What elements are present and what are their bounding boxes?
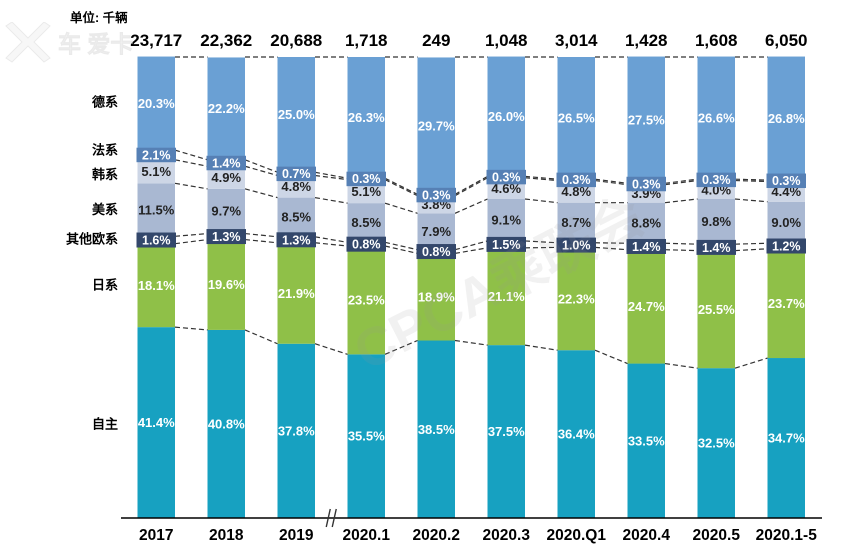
- svg-text:1,718: 1,718: [345, 31, 388, 50]
- svg-text:20.3%: 20.3%: [138, 96, 175, 111]
- svg-text:37.8%: 37.8%: [278, 423, 315, 438]
- svg-text:33.5%: 33.5%: [628, 433, 665, 448]
- svg-text:5.1%: 5.1%: [141, 164, 171, 179]
- svg-text:22.2%: 22.2%: [208, 101, 245, 116]
- svg-text:1.4%: 1.4%: [212, 156, 241, 170]
- svg-text:25.0%: 25.0%: [278, 107, 315, 122]
- svg-text:23.7%: 23.7%: [768, 296, 805, 311]
- svg-text:36.4%: 36.4%: [558, 427, 595, 442]
- svg-text:2020.2: 2020.2: [413, 527, 460, 544]
- svg-text:2020.1-5: 2020.1-5: [756, 527, 818, 544]
- svg-text:0.3%: 0.3%: [772, 174, 801, 188]
- svg-text:0.3%: 0.3%: [422, 188, 451, 202]
- svg-text:9.0%: 9.0%: [771, 215, 801, 230]
- svg-text:7.9%: 7.9%: [421, 224, 451, 239]
- svg-text:德系: 德系: [92, 95, 118, 110]
- svg-text:2020.4: 2020.4: [623, 527, 671, 544]
- svg-text:0.8%: 0.8%: [352, 238, 381, 252]
- svg-text:2020.5: 2020.5: [693, 527, 741, 544]
- svg-text:9.7%: 9.7%: [211, 204, 241, 219]
- svg-text:19.6%: 19.6%: [208, 277, 245, 292]
- svg-text:26.8%: 26.8%: [768, 111, 805, 126]
- svg-text:法系: 法系: [92, 143, 118, 158]
- svg-text:32.5%: 32.5%: [698, 436, 735, 451]
- svg-text:23.5%: 23.5%: [348, 293, 385, 308]
- svg-text:1,428: 1,428: [625, 31, 668, 50]
- svg-text:4.8%: 4.8%: [281, 179, 311, 194]
- svg-text:1.3%: 1.3%: [212, 230, 241, 244]
- svg-text:自主: 自主: [92, 416, 118, 431]
- svg-text:22,362: 22,362: [200, 31, 252, 50]
- svg-text:6,050: 6,050: [765, 31, 808, 50]
- svg-text:35.5%: 35.5%: [348, 429, 385, 444]
- svg-text:2020.1: 2020.1: [343, 527, 391, 544]
- svg-text:9.8%: 9.8%: [701, 214, 731, 229]
- svg-text:24.7%: 24.7%: [628, 299, 665, 314]
- svg-text:日系: 日系: [92, 277, 118, 292]
- svg-text:1.6%: 1.6%: [142, 234, 171, 248]
- svg-text:美系: 美系: [92, 202, 118, 217]
- svg-text:2018: 2018: [209, 527, 244, 544]
- svg-text:0.7%: 0.7%: [282, 167, 311, 181]
- svg-text:20,688: 20,688: [270, 31, 322, 50]
- svg-text:1.3%: 1.3%: [282, 233, 311, 247]
- svg-text:21.9%: 21.9%: [278, 286, 315, 301]
- svg-text:韩系: 韩系: [92, 167, 118, 182]
- svg-text:2020.Q1: 2020.Q1: [547, 527, 607, 544]
- svg-text:9.1%: 9.1%: [491, 212, 521, 227]
- svg-text:26.0%: 26.0%: [488, 109, 525, 124]
- svg-text:27.5%: 27.5%: [628, 112, 665, 127]
- svg-text:8.5%: 8.5%: [281, 210, 311, 225]
- svg-text:1.4%: 1.4%: [702, 241, 731, 255]
- svg-text:0.3%: 0.3%: [562, 173, 591, 187]
- svg-text:26.3%: 26.3%: [348, 110, 385, 125]
- svg-text:0.3%: 0.3%: [632, 177, 661, 191]
- svg-text:其他欧系: 其他欧系: [66, 232, 118, 247]
- svg-text:0.3%: 0.3%: [492, 170, 521, 184]
- svg-text:0.3%: 0.3%: [352, 172, 381, 186]
- svg-text:38.5%: 38.5%: [418, 422, 455, 437]
- svg-text:2020.3: 2020.3: [483, 527, 531, 544]
- svg-text:0.3%: 0.3%: [702, 173, 731, 187]
- svg-text:249: 249: [422, 31, 450, 50]
- svg-text:0.8%: 0.8%: [422, 245, 451, 259]
- svg-text:车 爱卡: 车 爱卡: [58, 31, 133, 57]
- svg-text:26.5%: 26.5%: [558, 111, 595, 126]
- svg-text:37.5%: 37.5%: [488, 424, 525, 439]
- svg-text:1,048: 1,048: [485, 31, 528, 50]
- svg-text:22.3%: 22.3%: [558, 291, 595, 306]
- svg-text:41.4%: 41.4%: [138, 415, 175, 430]
- svg-text:3,014: 3,014: [555, 31, 598, 50]
- svg-text:18.1%: 18.1%: [138, 278, 175, 293]
- svg-text:8.5%: 8.5%: [351, 215, 381, 230]
- svg-text:2.1%: 2.1%: [142, 148, 171, 162]
- svg-text:34.7%: 34.7%: [768, 431, 805, 446]
- svg-text:11.5%: 11.5%: [138, 202, 175, 217]
- svg-text:2019: 2019: [279, 527, 314, 544]
- svg-text:26.6%: 26.6%: [698, 110, 735, 125]
- svg-text:4.9%: 4.9%: [211, 170, 241, 185]
- svg-text:40.8%: 40.8%: [208, 416, 245, 431]
- svg-text:25.5%: 25.5%: [698, 302, 735, 317]
- svg-text:2017: 2017: [139, 527, 173, 544]
- svg-text:1,608: 1,608: [695, 31, 738, 50]
- svg-text:29.7%: 29.7%: [418, 118, 455, 133]
- svg-text:1.2%: 1.2%: [772, 240, 801, 254]
